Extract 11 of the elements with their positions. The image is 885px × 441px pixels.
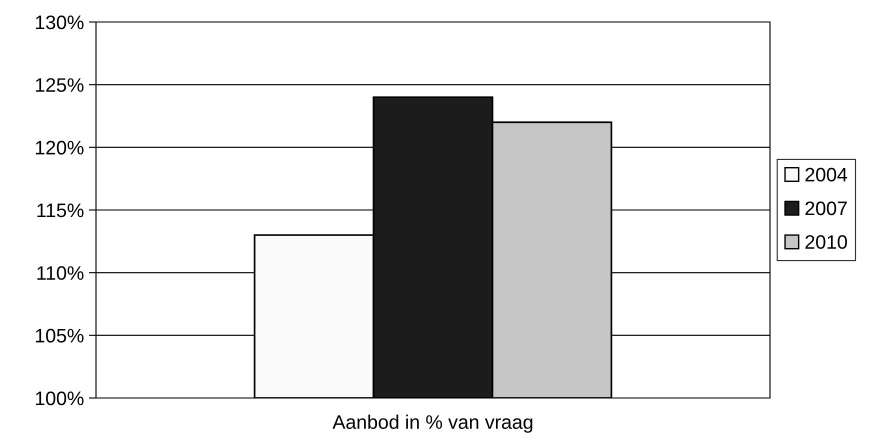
y-tick-label: 105% (36, 328, 84, 343)
y-tick-label: 100% (36, 391, 84, 406)
y-tick-label: 130% (36, 15, 84, 30)
legend-label: 2007 (805, 201, 847, 216)
y-tick-label: 110% (37, 266, 84, 280)
y-tick-label: 125% (36, 78, 84, 92)
y-tick-label: 120% (36, 140, 84, 155)
legend-label: 2010 (805, 235, 847, 249)
y-tick-label: 115% (37, 204, 84, 218)
legend-label: 2004 (805, 168, 848, 182)
x-tick-label: Aanbod in % van vraag (332, 414, 532, 433)
